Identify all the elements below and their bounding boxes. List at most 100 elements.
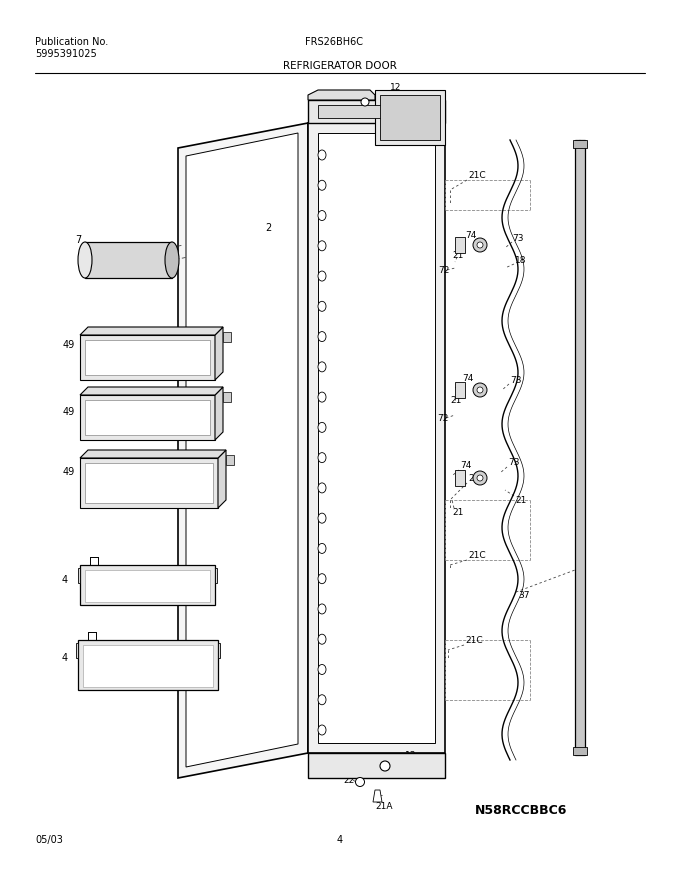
Text: 74: 74	[462, 374, 473, 382]
Text: 7: 7	[75, 235, 81, 245]
Text: 73: 73	[512, 233, 524, 242]
Text: 13: 13	[405, 751, 416, 760]
Ellipse shape	[165, 242, 179, 278]
Polygon shape	[85, 340, 210, 375]
Text: 05/03: 05/03	[35, 835, 63, 845]
Ellipse shape	[318, 483, 326, 493]
Text: 72: 72	[438, 266, 449, 274]
Polygon shape	[318, 105, 435, 118]
Text: REFRIGERATOR DOOR: REFRIGERATOR DOOR	[283, 61, 397, 71]
Circle shape	[477, 475, 483, 481]
Polygon shape	[455, 470, 465, 486]
Text: 73: 73	[508, 457, 520, 467]
Text: 22B: 22B	[333, 93, 350, 103]
Polygon shape	[80, 395, 215, 440]
Polygon shape	[80, 387, 223, 395]
Polygon shape	[85, 400, 210, 435]
Polygon shape	[178, 123, 308, 778]
Text: 49: 49	[63, 407, 75, 417]
Polygon shape	[455, 237, 465, 253]
Circle shape	[477, 242, 483, 248]
Circle shape	[477, 387, 483, 393]
Ellipse shape	[318, 665, 326, 674]
Text: 74: 74	[460, 461, 471, 469]
Ellipse shape	[318, 513, 326, 523]
Ellipse shape	[318, 301, 326, 311]
Text: 37: 37	[518, 591, 530, 599]
Ellipse shape	[318, 695, 326, 705]
Text: Publication No.: Publication No.	[35, 37, 108, 47]
Polygon shape	[80, 450, 226, 458]
Text: 22: 22	[343, 775, 354, 785]
Polygon shape	[186, 133, 298, 767]
Text: 21A: 21A	[375, 801, 392, 811]
Polygon shape	[308, 90, 375, 100]
Ellipse shape	[78, 242, 92, 278]
Polygon shape	[223, 392, 231, 402]
Ellipse shape	[318, 604, 326, 614]
Ellipse shape	[318, 544, 326, 553]
Polygon shape	[78, 568, 80, 583]
Polygon shape	[76, 643, 78, 658]
Text: 49: 49	[63, 340, 75, 350]
Text: 72: 72	[437, 414, 448, 422]
Text: 21: 21	[450, 395, 461, 404]
Ellipse shape	[318, 150, 326, 160]
Text: 21C: 21C	[468, 474, 486, 483]
Text: FRS26BH6C: FRS26BH6C	[305, 37, 363, 47]
Polygon shape	[308, 123, 445, 753]
Ellipse shape	[318, 332, 326, 341]
Circle shape	[473, 238, 487, 252]
Circle shape	[473, 471, 487, 485]
Polygon shape	[455, 382, 465, 398]
Polygon shape	[218, 643, 220, 658]
Text: 21: 21	[452, 251, 463, 260]
Text: 49: 49	[63, 467, 75, 477]
Polygon shape	[380, 95, 440, 140]
Polygon shape	[83, 645, 213, 687]
Text: 73: 73	[510, 375, 522, 384]
Polygon shape	[80, 327, 223, 335]
Text: 21: 21	[515, 496, 526, 504]
Polygon shape	[80, 458, 218, 508]
Polygon shape	[80, 565, 215, 605]
Text: 21: 21	[452, 508, 463, 517]
Ellipse shape	[318, 211, 326, 220]
Polygon shape	[573, 140, 587, 148]
Ellipse shape	[318, 180, 326, 190]
Polygon shape	[308, 100, 445, 123]
Ellipse shape	[318, 422, 326, 432]
Polygon shape	[80, 335, 215, 380]
Text: 21C: 21C	[468, 171, 486, 179]
Ellipse shape	[318, 453, 326, 463]
Ellipse shape	[318, 725, 326, 735]
Text: 5995391025: 5995391025	[35, 49, 97, 59]
Text: 12: 12	[390, 84, 401, 92]
Polygon shape	[373, 790, 382, 802]
Polygon shape	[375, 90, 445, 145]
Polygon shape	[215, 327, 223, 380]
Circle shape	[380, 761, 390, 771]
Polygon shape	[78, 640, 218, 690]
Text: 2: 2	[265, 223, 271, 233]
Polygon shape	[215, 387, 223, 440]
Circle shape	[473, 383, 487, 397]
Text: 4: 4	[62, 653, 68, 663]
Polygon shape	[218, 450, 226, 508]
Text: 4: 4	[62, 575, 68, 585]
Ellipse shape	[318, 634, 326, 645]
Text: 74: 74	[465, 231, 477, 240]
Polygon shape	[215, 568, 217, 583]
Text: 15: 15	[372, 105, 384, 114]
Ellipse shape	[318, 361, 326, 372]
Ellipse shape	[318, 240, 326, 251]
Polygon shape	[318, 133, 435, 743]
Text: 21C: 21C	[465, 636, 483, 645]
Polygon shape	[575, 140, 585, 755]
Polygon shape	[85, 242, 172, 278]
Text: N58RCCBBC6: N58RCCBBC6	[475, 804, 567, 816]
Ellipse shape	[318, 392, 326, 402]
Polygon shape	[85, 570, 210, 602]
Polygon shape	[223, 332, 231, 342]
Text: 21C: 21C	[468, 550, 486, 559]
